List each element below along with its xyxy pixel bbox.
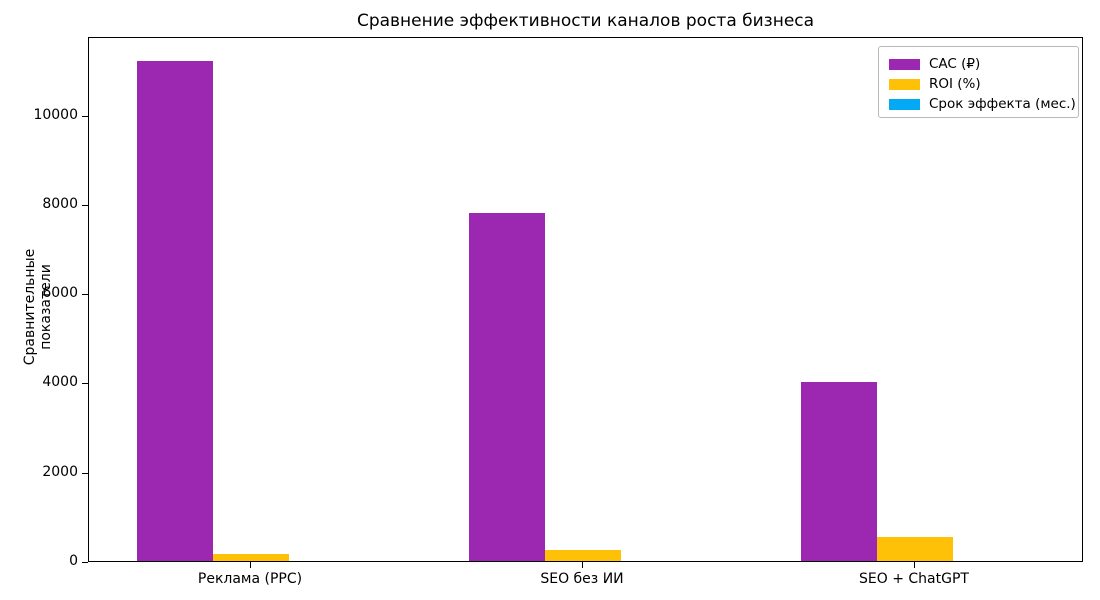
y-tick-label: 8000 [42,195,78,212]
x-tick [250,562,251,568]
legend-label: Срок эффекта (мес.) [929,96,1076,112]
legend-item-0: CAC (₽) [889,54,1068,74]
legend-item-1: ROI (%) [889,74,1068,94]
y-tick-label: 4000 [42,374,78,391]
bar-series1-cat0 [213,554,289,561]
y-tick-label: 2000 [42,463,78,480]
chart-title: Сравнение эффективности каналов роста би… [356,11,815,31]
legend-label: CAC (₽) [929,56,981,72]
y-tick-label: 6000 [42,285,78,302]
y-tick [82,115,88,117]
bar-series1-cat2 [877,536,953,561]
bar-series0-cat1 [469,212,545,561]
bar-series0-cat0 [137,61,213,561]
x-tick [582,562,583,568]
legend-swatch-icon [889,98,920,110]
x-tick-label: SEO + ChatGPT [859,571,969,587]
legend-swatch-icon [889,78,920,90]
legend-item-2: Срок эффекта (мес.) [889,94,1076,114]
x-tick-label: SEO без ИИ [540,571,624,587]
y-tick [82,383,88,385]
legend-swatch-icon [889,58,920,70]
y-tick-label: 10000 [33,106,78,123]
y-tick-label: 0 [69,553,78,569]
legend-label: ROI (%) [929,76,981,92]
y-tick [82,562,88,563]
x-tick-label: Реклама (PPC) [197,571,303,587]
bar-series1-cat1 [545,549,621,561]
y-tick [82,472,88,474]
y-tick [82,204,88,206]
y-tick [82,294,88,296]
legend: CAC (₽) ROI (%) Срок эффекта (мес.) [878,46,1079,118]
plot-area [88,37,1083,562]
x-tick [914,562,915,568]
bar-series0-cat2 [801,382,877,561]
